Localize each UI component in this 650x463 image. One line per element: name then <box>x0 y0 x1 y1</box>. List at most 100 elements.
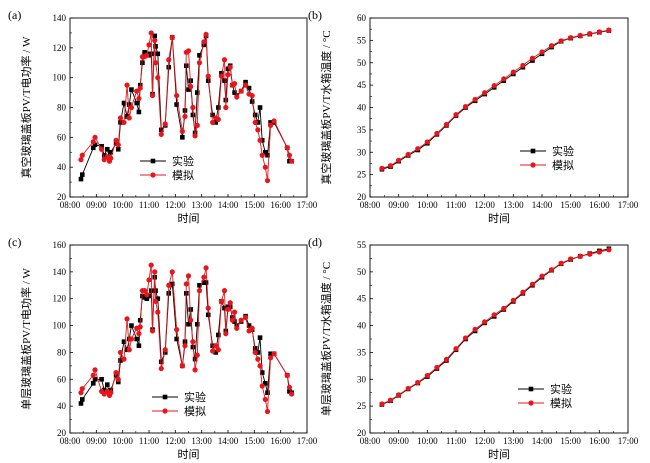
data-point <box>152 298 159 304</box>
data-point <box>462 104 469 110</box>
data-point <box>108 387 114 393</box>
data-point <box>99 143 104 149</box>
data-point <box>415 379 421 386</box>
data-point <box>264 177 271 184</box>
data-point <box>203 31 209 38</box>
data-point <box>568 35 574 41</box>
data-point <box>453 346 459 352</box>
panel-label: (d) <box>308 235 322 249</box>
data-point <box>246 323 252 328</box>
data-point <box>115 146 121 152</box>
data-point <box>510 69 516 75</box>
data-point <box>262 164 268 170</box>
data-point <box>194 90 200 95</box>
y-tick-label: 25 <box>357 170 367 180</box>
data-point <box>137 85 143 91</box>
data-point <box>155 51 161 57</box>
data-point <box>128 336 135 342</box>
data-point <box>210 348 216 354</box>
data-point <box>284 145 290 151</box>
data-point <box>263 381 268 386</box>
data-point <box>126 102 132 107</box>
data-point <box>222 78 227 83</box>
series-experiment <box>379 28 612 172</box>
data-point <box>152 37 158 43</box>
data-point <box>259 152 265 158</box>
data-point <box>155 75 161 81</box>
data-point <box>134 88 140 94</box>
data-point <box>405 151 411 158</box>
data-point <box>90 139 96 145</box>
data-point <box>472 96 478 103</box>
data-point <box>196 60 203 66</box>
panel-a: 20 40 60 80 100 120 140 08:00 09:00 10:00 11:00 12:… <box>8 8 318 225</box>
panel-b: 20 25 30 35 40 45 50 55 60 08:00 09:00 10:00 11:00 12… <box>308 8 639 225</box>
legend-label: 实验 <box>550 382 572 396</box>
data-point <box>396 157 402 163</box>
x-tick-label: 12:00 <box>165 436 186 446</box>
y-tick-label: 40 <box>357 321 367 331</box>
data-point <box>255 356 261 362</box>
legend-label: 实验 <box>552 144 574 158</box>
data-point <box>78 390 84 396</box>
legend-label: 模拟 <box>184 404 206 418</box>
y-tick-label: 35 <box>357 347 367 357</box>
data-point <box>190 112 196 118</box>
data-point <box>148 288 154 293</box>
plot-frame <box>369 17 629 198</box>
data-point <box>79 172 85 177</box>
data-point <box>182 113 188 120</box>
data-point <box>252 119 258 126</box>
y-axis-title: 单层玻璃盖板PV/T水箱温度 / °C <box>319 262 333 416</box>
data-point <box>577 253 583 259</box>
data-point <box>223 104 229 111</box>
data-point <box>134 336 140 342</box>
series-simulation <box>78 30 295 184</box>
data-point <box>482 90 488 96</box>
data-point <box>166 57 172 63</box>
x-tick-label: 17:00 <box>297 436 318 446</box>
data-point <box>158 131 164 137</box>
data-point <box>108 155 114 161</box>
y-tick-label: 55 <box>357 240 367 250</box>
y-axis-title: 单层玻璃盖板PV/T电功率 / W <box>19 267 33 409</box>
data-point <box>113 369 119 376</box>
panel-d: 20 25 30 35 40 45 50 55 08:00 09:00 10:00 11:00 12:0… <box>308 235 639 461</box>
data-point <box>121 119 127 126</box>
data-point <box>238 88 244 94</box>
data-point <box>92 142 98 148</box>
data-point <box>179 363 185 369</box>
data-point <box>252 349 258 356</box>
data-point <box>548 43 555 49</box>
data-point <box>117 115 124 121</box>
panel-label: (b) <box>308 8 322 22</box>
data-point <box>144 292 150 298</box>
data-point <box>101 387 107 393</box>
data-point <box>539 49 545 55</box>
data-point <box>267 122 274 128</box>
x-axis-title: 时间 <box>488 212 510 225</box>
data-point <box>148 262 154 268</box>
data-point <box>232 90 237 95</box>
legend-marker <box>530 162 536 168</box>
panel-label: (c) <box>8 235 21 249</box>
y-tick-label: 80 <box>57 347 67 357</box>
data-point <box>268 351 273 357</box>
data-point <box>596 29 602 35</box>
y-tick-label: 40 <box>57 401 67 411</box>
data-point <box>136 343 142 349</box>
data-point <box>255 350 261 355</box>
x-axis-title: 时间 <box>488 448 510 461</box>
data-point <box>249 325 255 331</box>
data-point <box>443 356 450 363</box>
data-point <box>179 128 185 134</box>
y-tick-label: 40 <box>57 162 67 172</box>
y-tick-label: 60 <box>57 132 67 142</box>
data-point <box>259 370 265 375</box>
data-point <box>152 60 159 66</box>
data-point <box>92 376 98 382</box>
data-point <box>144 296 150 302</box>
data-point <box>105 146 110 152</box>
data-point <box>162 347 168 353</box>
